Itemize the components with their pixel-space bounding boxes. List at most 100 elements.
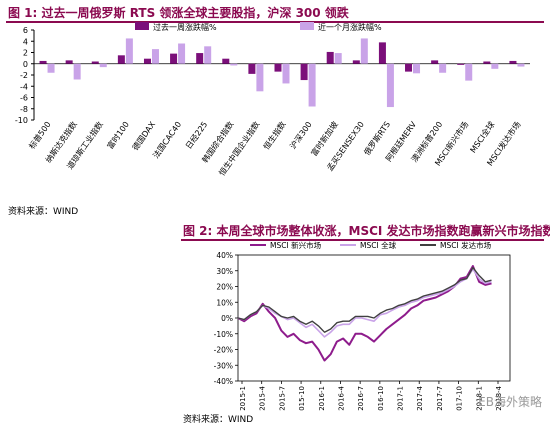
x-tick-label-6: 日经225	[183, 119, 209, 150]
x-tick-label-2: 2015-7	[278, 386, 286, 411]
figure1-title-rule	[6, 21, 544, 23]
bar-week-15	[431, 60, 439, 64]
x-tick-label-13: 2018-4	[495, 385, 503, 410]
figure2-source: 资料来源：WIND	[183, 415, 254, 425]
bar-month-17	[491, 63, 499, 69]
legend-swatch-1	[300, 22, 314, 30]
x-tick-label-1: 2015-4	[259, 385, 267, 410]
bar-week-12	[352, 60, 360, 64]
bar-month-13	[386, 63, 394, 108]
figure2-title: 图 2: 本周全球市场整体收涨，MSCI 发达市场指数跑赢新兴市场指数	[183, 222, 550, 239]
x-tick-label-10: 2017-7	[436, 386, 444, 411]
bar-week-9	[274, 63, 282, 72]
bar-month-1	[73, 63, 81, 80]
x-tick-label-7: 2016-10	[377, 386, 385, 411]
bar-month-5	[178, 43, 186, 64]
x-tick-label-9: 恒生指数	[261, 119, 288, 151]
bar-week-16	[457, 63, 465, 65]
figure1-source: 资料来源：WIND	[8, 207, 79, 217]
line-msci-em	[237, 265, 492, 362]
x-tick-label-0: 2015-1	[239, 386, 247, 411]
bar-month-7	[230, 63, 238, 66]
y-tick-label-6: -20%	[214, 346, 233, 355]
x-tick-label-9: 2017-4	[416, 385, 424, 410]
bar-week-4	[143, 58, 151, 64]
x-tick-label-0: 标普500	[27, 119, 53, 150]
x-tick-label-10: 沪深300	[288, 119, 314, 150]
bar-month-8	[256, 63, 264, 92]
bar-month-14	[413, 63, 421, 74]
x-tick-label-11: 2017-10	[456, 386, 464, 411]
bar-month-11	[334, 53, 342, 64]
y-tick-label-1: 30%	[216, 267, 233, 276]
x-tick-label-13: 俄罗斯RTS	[362, 119, 393, 157]
legend-label-0: 过去一周涨跌幅%	[153, 22, 217, 32]
bar-month-10	[308, 63, 316, 107]
y-tick-label-3: 0	[23, 60, 28, 69]
legend-label-1: MSCI 全球	[360, 241, 397, 250]
x-tick-label-6: 2016-7	[357, 386, 365, 411]
legend-label-0: MSCI 新兴市场	[270, 241, 322, 250]
line-chart: 40% 30% 20% 10% 0% -10% -20% -30% -40% 2015-1 2015…	[214, 241, 511, 411]
y-tick-label-7: -30%	[214, 361, 233, 370]
y-tick-label-8: -40%	[214, 377, 233, 386]
figure2-label: 图 2:	[183, 224, 213, 238]
bar-month-3	[125, 38, 133, 64]
bar-month-15	[439, 63, 447, 73]
bar-week-13	[378, 42, 386, 64]
bar-week-10	[300, 63, 308, 81]
y-tick-label-3: 10%	[216, 298, 233, 307]
bar-month-6	[204, 46, 212, 64]
x-tick-label-4: 2016-1	[318, 386, 326, 411]
bar-month-4	[151, 49, 159, 64]
legend-swatch-0	[135, 22, 149, 30]
x-tick-label-8: 2017-1	[397, 386, 405, 411]
x-tick-label-4: 德国DAX	[130, 119, 157, 152]
bar-month-2	[99, 63, 107, 68]
x-tick-label-12: 2018-1	[475, 386, 483, 411]
bar-week-5	[170, 53, 178, 64]
bar-week-14	[405, 63, 413, 72]
y-tick-label-5: -4	[20, 82, 28, 91]
bar-month-16	[465, 63, 473, 81]
figure2-title-rule	[181, 239, 544, 241]
x-tick-label-3: 2015-10	[298, 386, 306, 411]
y-tick-label-5: -10%	[214, 330, 233, 339]
y-tick-label-4: -2	[20, 71, 28, 80]
bar-week-0	[39, 60, 47, 64]
x-tick-label-17: MSCI全球	[468, 119, 497, 154]
bar-week-6	[196, 53, 204, 64]
y-tick-label-8: -10	[15, 116, 28, 125]
line-msci-world	[237, 268, 492, 338]
bar-month-9	[282, 63, 290, 84]
y-tick-label-0: 40%	[216, 251, 233, 260]
figure2-title-text: 本周全球市场整体收涨，MSCI 发达市场指数跑赢新兴市场指数	[216, 224, 550, 238]
y-tick-label-4: 0%	[221, 314, 233, 323]
figure1-label: 图 1:	[8, 6, 38, 20]
bar-month-12	[360, 38, 368, 64]
x-tick-label-3: 富时100	[105, 119, 131, 150]
line-msci-dm	[237, 266, 492, 333]
y-tick-label-0: 6	[23, 26, 28, 35]
bar-week-11	[326, 51, 334, 64]
bar-month-18	[517, 63, 525, 67]
figure1-title: 图 1: 过去一周俄罗斯 RTS 领涨全球主要股指，沪深 300 领跌	[8, 4, 349, 21]
y-tick-label-1: 4	[23, 37, 28, 46]
figure1-title-text: 过去一周俄罗斯 RTS 领涨全球主要股指，沪深 300 领跌	[41, 6, 349, 20]
bar-week-7	[222, 58, 230, 64]
y-tick-label-7: -8	[20, 105, 28, 114]
bar-week-18	[509, 60, 517, 64]
bar-month-0	[47, 63, 55, 73]
y-tick-label-6: -6	[20, 94, 28, 103]
y-tick-label-2: 20%	[216, 283, 233, 292]
bar-week-17	[483, 61, 491, 64]
y-tick-label-2: 2	[23, 49, 28, 58]
bar-week-2	[91, 61, 99, 64]
legend-label-2: MSCI 发达市场	[440, 241, 492, 250]
x-tick-label-5: 2016-4	[337, 385, 345, 410]
bar-week-8	[248, 63, 256, 74]
bar-week-1	[65, 60, 73, 64]
legend-label-1: 近一个月涨跌幅%	[318, 22, 382, 32]
watermark: EB海外策略	[478, 395, 542, 409]
